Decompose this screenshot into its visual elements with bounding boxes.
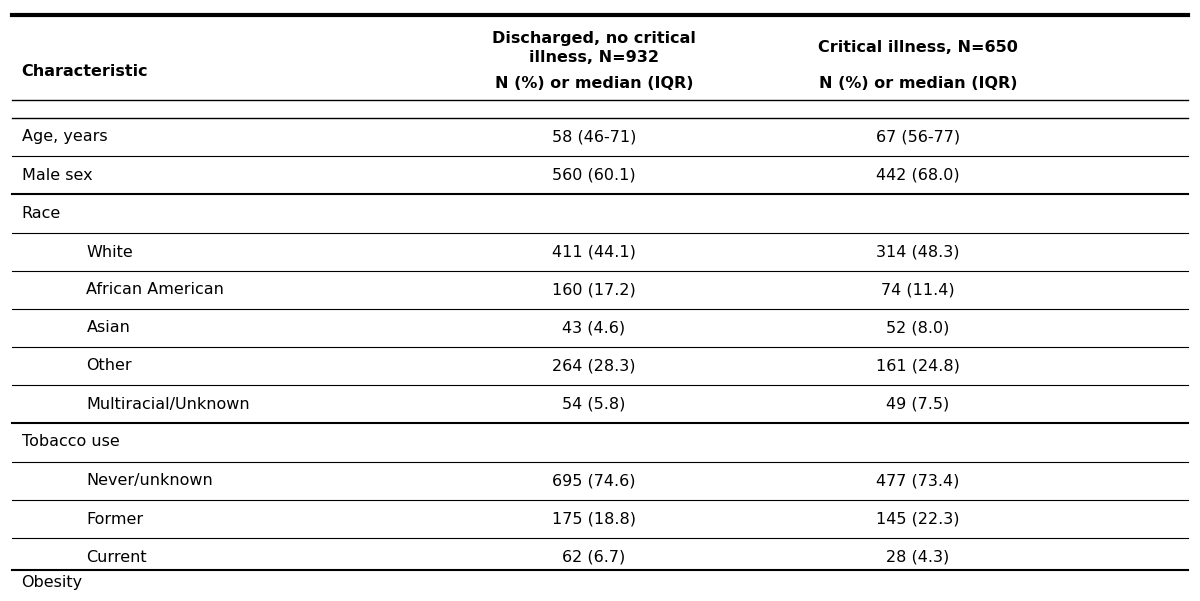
Text: 58 (46-71): 58 (46-71) — [552, 129, 636, 144]
Text: N (%) or median (IQR): N (%) or median (IQR) — [494, 76, 694, 91]
Text: 67 (56-77): 67 (56-77) — [876, 129, 960, 144]
Text: 175 (18.8): 175 (18.8) — [552, 511, 636, 526]
Text: 560 (60.1): 560 (60.1) — [552, 168, 636, 183]
Text: 74 (11.4): 74 (11.4) — [881, 282, 955, 297]
Text: Former: Former — [86, 511, 144, 526]
Text: 62 (6.7): 62 (6.7) — [563, 549, 625, 564]
Text: 28 (4.3): 28 (4.3) — [887, 549, 949, 564]
Text: 442 (68.0): 442 (68.0) — [876, 168, 960, 183]
Text: 43 (4.6): 43 (4.6) — [563, 320, 625, 335]
Text: African American: African American — [86, 282, 224, 297]
Text: 161 (24.8): 161 (24.8) — [876, 359, 960, 373]
Text: 145 (22.3): 145 (22.3) — [876, 511, 960, 526]
Text: 411 (44.1): 411 (44.1) — [552, 245, 636, 260]
Text: Asian: Asian — [86, 320, 131, 335]
Text: Other: Other — [86, 359, 132, 373]
Text: Critical illness, N=650: Critical illness, N=650 — [818, 40, 1018, 55]
Text: 477 (73.4): 477 (73.4) — [876, 474, 960, 489]
Text: Never/unknown: Never/unknown — [86, 474, 214, 489]
Text: Race: Race — [22, 206, 61, 221]
Text: 314 (48.3): 314 (48.3) — [876, 245, 960, 260]
Text: Age, years: Age, years — [22, 129, 107, 144]
Text: White: White — [86, 245, 133, 260]
Text: 264 (28.3): 264 (28.3) — [552, 359, 636, 373]
Text: 160 (17.2): 160 (17.2) — [552, 282, 636, 297]
Text: 49 (7.5): 49 (7.5) — [887, 397, 949, 412]
Text: Characteristic: Characteristic — [22, 64, 149, 79]
Text: N (%) or median (IQR): N (%) or median (IQR) — [818, 76, 1018, 91]
Text: Male sex: Male sex — [22, 168, 92, 183]
Text: illness, N=932: illness, N=932 — [529, 49, 659, 64]
Text: Multiracial/Unknown: Multiracial/Unknown — [86, 397, 250, 412]
Text: Obesity: Obesity — [22, 576, 83, 591]
Text: 52 (8.0): 52 (8.0) — [887, 320, 949, 335]
Text: Current: Current — [86, 549, 148, 564]
Text: Discharged, no critical: Discharged, no critical — [492, 31, 696, 46]
Text: 54 (5.8): 54 (5.8) — [563, 397, 625, 412]
Text: Tobacco use: Tobacco use — [22, 435, 119, 450]
Text: 695 (74.6): 695 (74.6) — [552, 474, 636, 489]
